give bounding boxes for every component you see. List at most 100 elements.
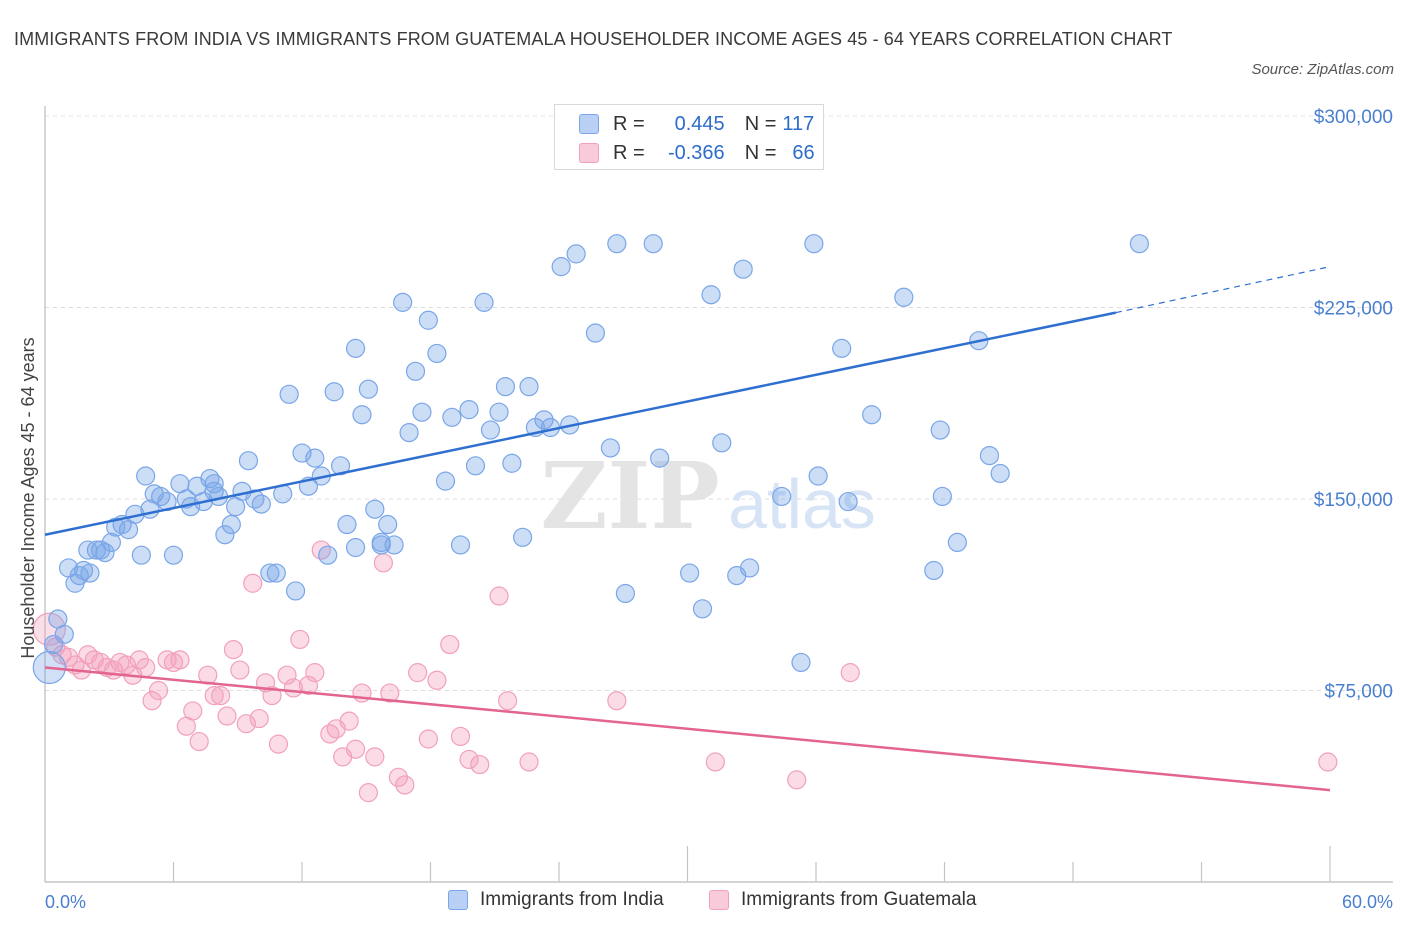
guatemala-legend-swatch	[709, 890, 729, 910]
guatemala-point	[418, 729, 438, 749]
y-axis-label: Householder Income Ages 45 - 64 years	[18, 337, 38, 658]
watermark-zip: ZIP	[540, 442, 719, 550]
india-point	[365, 499, 385, 519]
india-point	[393, 292, 413, 312]
guatemala-point	[243, 573, 263, 593]
y-tick-labels: $75,000 $150,000 $225,000 $300,000	[1314, 107, 1393, 703]
india-point	[740, 558, 760, 578]
guatemala-point	[129, 650, 149, 670]
guatemala-point	[217, 706, 237, 726]
guatemala-point	[395, 775, 415, 795]
india-point	[585, 323, 606, 343]
guatemala-point	[262, 686, 282, 706]
guatemala-point	[365, 747, 385, 767]
india-point	[238, 451, 259, 471]
india-point	[337, 514, 357, 535]
india-point	[862, 405, 882, 425]
india-point	[791, 652, 811, 673]
guatemala-point	[519, 752, 539, 772]
guatemala-point	[311, 540, 331, 560]
guatemala-point	[459, 749, 479, 770]
guatemala-point	[705, 752, 725, 772]
india-point	[358, 379, 378, 399]
india-point	[95, 543, 115, 563]
guatemala-point	[116, 655, 136, 675]
india-legend-swatch	[448, 890, 468, 910]
legend-row-guatemala: R = -0.366 N = 66	[579, 140, 815, 166]
guatemala-point	[142, 691, 162, 711]
guatemala-point	[787, 770, 807, 790]
india-point	[324, 382, 344, 402]
guatemala-n-value: 66	[792, 141, 815, 164]
guatemala-point	[408, 663, 428, 683]
india-point	[489, 402, 509, 422]
gridlines	[45, 115, 1393, 691]
watermark-atlas: atlas	[728, 465, 876, 543]
india-point	[101, 532, 121, 553]
guatemala-point	[345, 739, 366, 759]
guatemala-point	[450, 726, 471, 747]
guatemala-point	[339, 711, 359, 731]
legend-row-india: R = 0.445 N = 117	[579, 111, 814, 137]
india-point	[930, 420, 950, 440]
india-point	[418, 310, 438, 330]
guatemala-point	[388, 767, 408, 787]
guatemala-point	[840, 663, 860, 683]
india-point	[215, 525, 235, 545]
india-point	[427, 343, 447, 364]
india-point	[151, 486, 171, 507]
india-point	[459, 400, 479, 420]
india-point	[924, 560, 944, 581]
source-credit: Source: ZipAtlas.com	[1251, 61, 1394, 78]
n-label: N =	[744, 112, 777, 135]
guatemala-legend-label: Immigrants from Guatemala	[741, 889, 977, 910]
india-point	[808, 466, 828, 486]
india-point	[412, 402, 432, 422]
guatemala-point	[427, 670, 447, 690]
y-tick-label: $300,000	[1314, 107, 1393, 128]
guatemala-trend-line	[44, 666, 1331, 792]
india-point	[712, 433, 732, 453]
guatemala-point	[380, 683, 400, 703]
guatemala-point	[470, 754, 490, 775]
india-point	[285, 581, 306, 601]
guatemala-swatch	[579, 143, 599, 163]
india-point	[292, 443, 312, 463]
india-point	[680, 563, 700, 583]
guatemala-point	[183, 701, 203, 721]
chart-title: IMMIGRANTS FROM INDIA VS IMMIGRANTS FROM…	[14, 29, 1173, 49]
india-point	[399, 423, 419, 443]
india-point	[615, 583, 635, 604]
india-n-value: 117	[782, 112, 815, 135]
guatemala-point	[373, 553, 393, 573]
india-point	[352, 405, 372, 425]
india-point	[221, 514, 241, 535]
correlation-legend: R = 0.445 N = 117 R = -0.366 N = 66	[554, 104, 824, 170]
india-point	[650, 448, 670, 468]
guatemala-point	[211, 686, 231, 706]
r-label: R =	[613, 112, 645, 135]
india-legend-label: Immigrants from India	[480, 889, 664, 910]
guatemala-point	[170, 650, 190, 670]
india-point	[534, 410, 554, 430]
india-point	[465, 456, 486, 476]
guatemala-points	[32, 540, 1338, 803]
india-point	[947, 532, 967, 553]
india-point	[435, 471, 456, 491]
india-point	[405, 361, 426, 381]
india-point	[480, 420, 501, 440]
trend-lines	[44, 266, 1331, 792]
india-point	[701, 285, 721, 305]
india-point	[279, 384, 299, 404]
india-point	[371, 535, 391, 555]
india-point	[772, 486, 792, 507]
india-point	[932, 486, 952, 507]
guatemala-point	[607, 691, 627, 711]
guatemala-point	[498, 691, 518, 711]
india-point	[838, 491, 858, 512]
india-trend-extension	[1115, 266, 1331, 314]
bottom-legend-guatemala: Immigrants from Guatemala	[709, 889, 976, 911]
india-point	[607, 234, 627, 254]
india-point	[450, 535, 471, 555]
